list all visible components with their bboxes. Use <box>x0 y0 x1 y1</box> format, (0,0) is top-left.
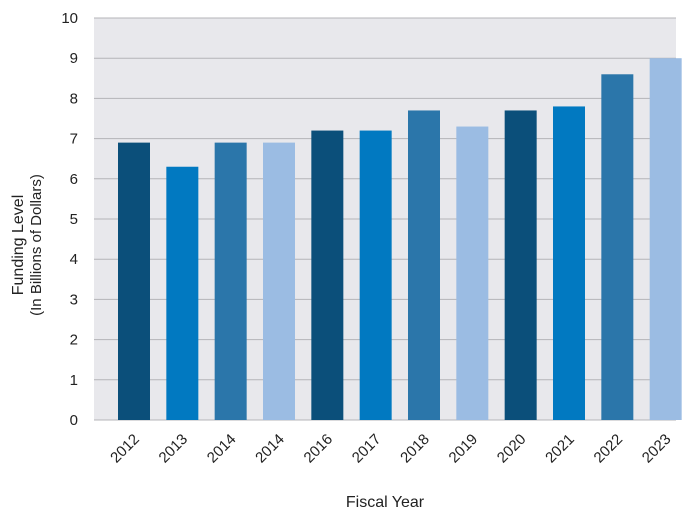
bar-2012 <box>118 142 150 420</box>
y-tick-label: 4 <box>70 251 78 268</box>
y-tick-label: 5 <box>70 211 78 228</box>
bar-2018 <box>408 110 440 421</box>
y-tick-label: 1 <box>70 372 78 389</box>
x-tick-label: 2022 <box>591 431 627 467</box>
y-axis-ticks: 0 1 2 3 4 5 6 7 8 9 10 <box>61 10 78 429</box>
x-tick-label: 2018 <box>397 431 433 467</box>
bar-2013 <box>166 166 199 420</box>
y-tick-label: 7 <box>70 131 78 148</box>
bar-2017 <box>359 130 392 420</box>
y-tick-label: 8 <box>70 90 78 107</box>
x-tick-label: 2014 <box>252 431 288 467</box>
x-tick-label: 2021 <box>542 431 578 467</box>
x-axis-ticks: 2012 2013 2014 2014 2016 2017 2018 2019 2020 2021… <box>107 431 674 467</box>
y-tick-label: 3 <box>70 291 78 308</box>
bar-2021 <box>553 106 585 420</box>
bar-2023 <box>649 58 682 420</box>
y-tick-label: 2 <box>70 332 78 349</box>
bar-2016 <box>311 130 344 420</box>
bar-2019 <box>456 126 489 420</box>
x-tick-label: 2016 <box>301 431 337 467</box>
x-tick-label: 2012 <box>107 431 143 467</box>
x-tick-label: 2014 <box>204 431 240 467</box>
x-tick-label: 2013 <box>156 431 192 467</box>
x-tick-label: 2019 <box>446 431 482 467</box>
y-tick-label: 10 <box>61 10 78 27</box>
y-axis-subtitle: (In Billions of Dollars) <box>28 174 45 316</box>
bar-2014 <box>214 142 247 420</box>
x-axis-title: Fiscal Year <box>346 494 425 510</box>
x-tick-label: 2020 <box>494 431 530 467</box>
x-tick-label: 2023 <box>639 431 675 467</box>
bar-2014 <box>263 142 295 420</box>
y-tick-label: 9 <box>70 50 78 67</box>
y-tick-label: 6 <box>70 171 78 188</box>
bar-2020 <box>504 110 537 421</box>
bar-2022 <box>601 74 634 420</box>
bars <box>118 58 682 421</box>
y-axis-title: Funding Level <box>10 195 27 296</box>
y-tick-label: 0 <box>70 412 78 429</box>
x-tick-label: 2017 <box>349 431 385 467</box>
